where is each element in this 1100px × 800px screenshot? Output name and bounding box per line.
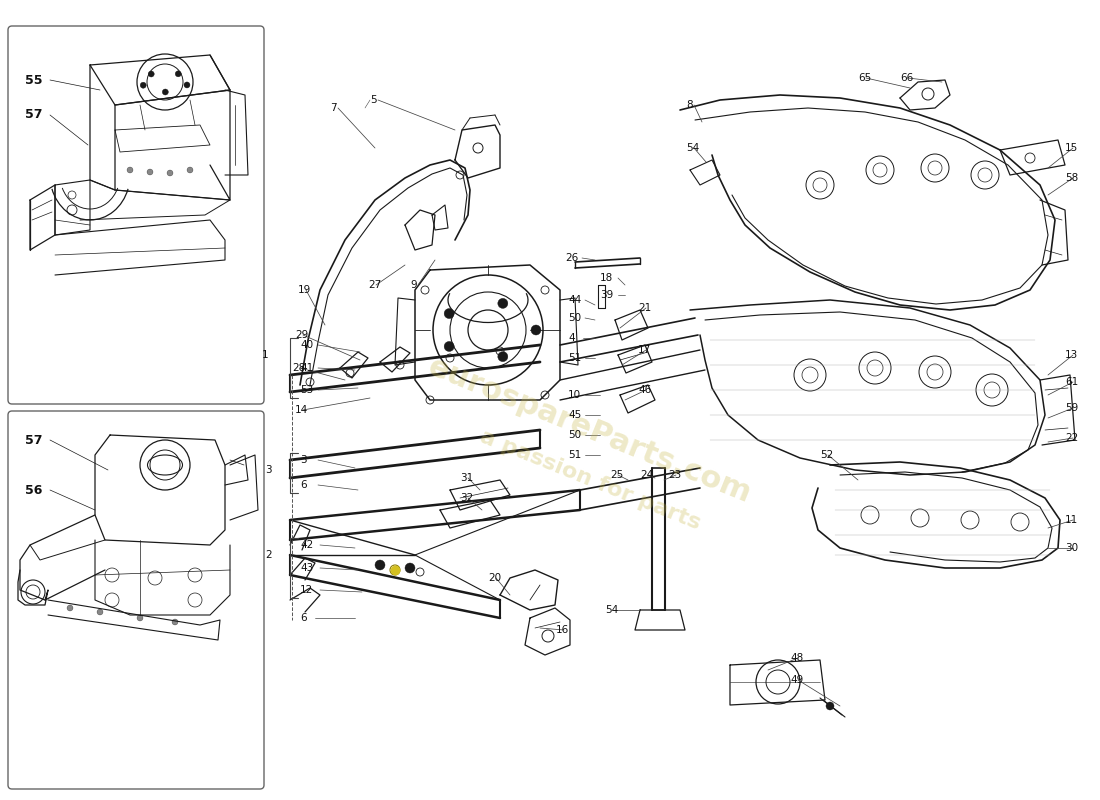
- Text: a passion for parts: a passion for parts: [476, 426, 703, 534]
- Circle shape: [175, 71, 182, 77]
- Circle shape: [498, 352, 508, 362]
- Circle shape: [172, 619, 178, 625]
- Text: 56: 56: [25, 483, 43, 497]
- Text: 48: 48: [790, 653, 803, 663]
- Text: 19: 19: [298, 285, 311, 295]
- Text: 4: 4: [568, 333, 574, 343]
- Text: 16: 16: [556, 625, 570, 635]
- Text: 51: 51: [568, 353, 581, 363]
- Text: 61: 61: [1065, 377, 1078, 387]
- Text: 53: 53: [300, 385, 313, 395]
- Text: 54: 54: [686, 143, 700, 153]
- Text: 3: 3: [265, 465, 272, 475]
- Circle shape: [97, 609, 103, 615]
- Circle shape: [67, 605, 73, 611]
- Circle shape: [167, 170, 173, 176]
- Text: 22: 22: [1065, 433, 1078, 443]
- Text: 32: 32: [460, 493, 473, 503]
- Text: 52: 52: [820, 450, 834, 460]
- Text: 1: 1: [262, 350, 268, 360]
- Text: 57: 57: [25, 434, 43, 446]
- Text: 50: 50: [568, 313, 581, 323]
- Text: eurospareParts.com: eurospareParts.com: [424, 352, 756, 508]
- Text: 54: 54: [605, 605, 618, 615]
- Text: 11: 11: [1065, 515, 1078, 525]
- Text: 51: 51: [568, 450, 581, 460]
- Circle shape: [148, 71, 154, 77]
- Text: 55: 55: [25, 74, 43, 86]
- Text: 66: 66: [900, 73, 913, 83]
- Circle shape: [138, 615, 143, 621]
- Text: 40: 40: [300, 340, 313, 350]
- Text: 20: 20: [488, 573, 502, 583]
- Text: 13: 13: [1065, 350, 1078, 360]
- Circle shape: [147, 169, 153, 175]
- Text: 50: 50: [568, 430, 581, 440]
- Text: 59: 59: [1065, 403, 1078, 413]
- Text: 31: 31: [460, 473, 473, 483]
- Text: 58: 58: [1065, 173, 1078, 183]
- Text: 18: 18: [600, 273, 614, 283]
- Text: 12: 12: [300, 585, 313, 595]
- Text: 26: 26: [565, 253, 579, 263]
- Circle shape: [826, 702, 834, 710]
- Text: 2: 2: [265, 550, 272, 560]
- Text: 28: 28: [292, 363, 306, 373]
- Text: 23: 23: [668, 470, 681, 480]
- Text: 21: 21: [638, 303, 651, 313]
- Text: 65: 65: [858, 73, 871, 83]
- Text: 29: 29: [295, 330, 308, 340]
- Circle shape: [375, 560, 385, 570]
- Circle shape: [126, 167, 133, 173]
- Text: 46: 46: [638, 385, 651, 395]
- Text: 57: 57: [25, 109, 43, 122]
- Circle shape: [405, 563, 415, 573]
- Circle shape: [444, 342, 454, 351]
- Text: 3: 3: [300, 455, 307, 465]
- Text: 49: 49: [790, 675, 803, 685]
- Text: 24: 24: [640, 470, 653, 480]
- Text: 44: 44: [568, 295, 581, 305]
- Text: 10: 10: [568, 390, 581, 400]
- Text: 9: 9: [410, 280, 417, 290]
- Text: 8: 8: [686, 100, 693, 110]
- Text: 6: 6: [300, 613, 307, 623]
- Text: 17: 17: [638, 345, 651, 355]
- Circle shape: [531, 325, 541, 335]
- Text: 45: 45: [568, 410, 581, 420]
- Text: 30: 30: [1065, 543, 1078, 553]
- Text: 41: 41: [300, 363, 313, 373]
- Circle shape: [498, 298, 508, 308]
- Text: 25: 25: [610, 470, 624, 480]
- Text: 6: 6: [300, 480, 307, 490]
- Text: 43: 43: [300, 563, 313, 573]
- FancyBboxPatch shape: [8, 411, 264, 789]
- Text: 14: 14: [295, 405, 308, 415]
- Text: 5: 5: [370, 95, 376, 105]
- Circle shape: [140, 82, 146, 88]
- Text: 7: 7: [330, 103, 337, 113]
- Circle shape: [444, 309, 454, 318]
- FancyBboxPatch shape: [8, 26, 264, 404]
- Circle shape: [163, 89, 168, 95]
- Text: 42: 42: [300, 540, 313, 550]
- Text: 27: 27: [368, 280, 382, 290]
- Circle shape: [187, 167, 192, 173]
- Text: 39: 39: [600, 290, 614, 300]
- Circle shape: [184, 82, 190, 88]
- Text: 15: 15: [1065, 143, 1078, 153]
